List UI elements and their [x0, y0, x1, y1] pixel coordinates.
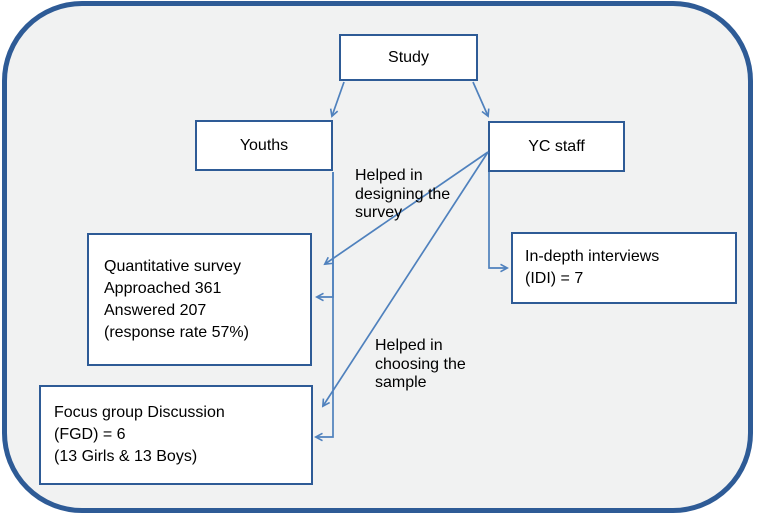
node-study-label: Study: [388, 48, 429, 66]
edge-label-helped-choosing: Helped in choosing the sample: [375, 337, 466, 391]
node-quantitative-survey-label: Quantitative survey Approached 361 Answe…: [104, 257, 249, 341]
node-yc-staff-label: YC staff: [528, 137, 585, 155]
node-focus-group-discussion: Focus group Discussion (FGD) = 6 (13 Gir…: [39, 385, 313, 485]
node-youths: Youths: [195, 120, 333, 171]
node-yc-staff: YC staff: [488, 121, 625, 172]
node-study: Study: [339, 34, 478, 81]
node-in-depth-interviews-label: In-depth interviews (IDI) = 7: [525, 248, 660, 287]
node-youths-label: Youths: [239, 136, 289, 154]
edge-label-helped-designing: Helped in designing the survey: [355, 167, 451, 221]
node-quantitative-survey: Quantitative survey Approached 361 Answe…: [87, 233, 312, 366]
node-focus-group-discussion-label: Focus group Discussion (FGD) = 6 (13 Gir…: [54, 404, 225, 465]
node-in-depth-interviews: In-depth interviews (IDI) = 7: [511, 232, 737, 304]
